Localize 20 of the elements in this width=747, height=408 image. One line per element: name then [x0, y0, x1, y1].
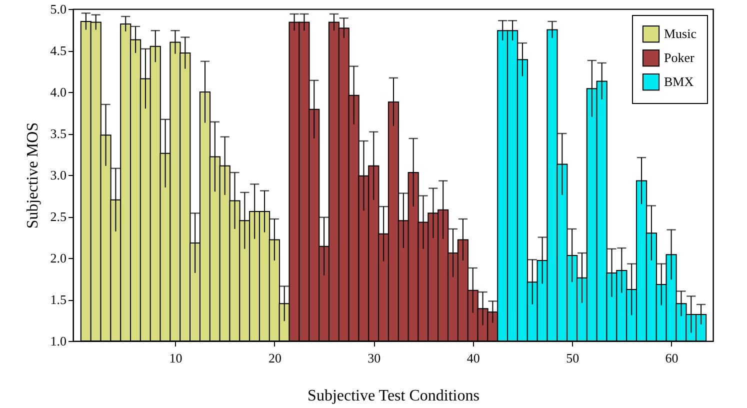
x-tick-label: 10	[169, 350, 182, 366]
legend-label: BMX	[664, 74, 694, 89]
y-tick-label: 2.0	[50, 250, 66, 266]
y-tick-label: 3.0	[50, 168, 66, 182]
y-tick-label: 1.5	[50, 292, 66, 307]
x-tick-label: 20	[268, 350, 282, 366]
y-tick-label: 1.0	[50, 334, 66, 348]
y-tick-label: 3.5	[50, 126, 66, 141]
legend-label: Poker	[664, 50, 695, 65]
y-axis-title: Subjective MOS	[24, 122, 42, 229]
y-tick-label: 2.5	[50, 209, 66, 224]
legend-label: Music	[664, 26, 697, 41]
x-tick-label: 60	[665, 350, 678, 366]
y-tick-label: 4.5	[50, 43, 66, 58]
x-tick-label: 30	[368, 350, 381, 366]
x-tick-label: 50	[566, 350, 580, 366]
y-tick-label: 4.0	[50, 84, 66, 100]
y-tick-label: 5.0	[50, 2, 66, 16]
x-tick-label: 40	[466, 350, 480, 366]
x-axis-title: Subjective Test Conditions	[308, 388, 480, 404]
